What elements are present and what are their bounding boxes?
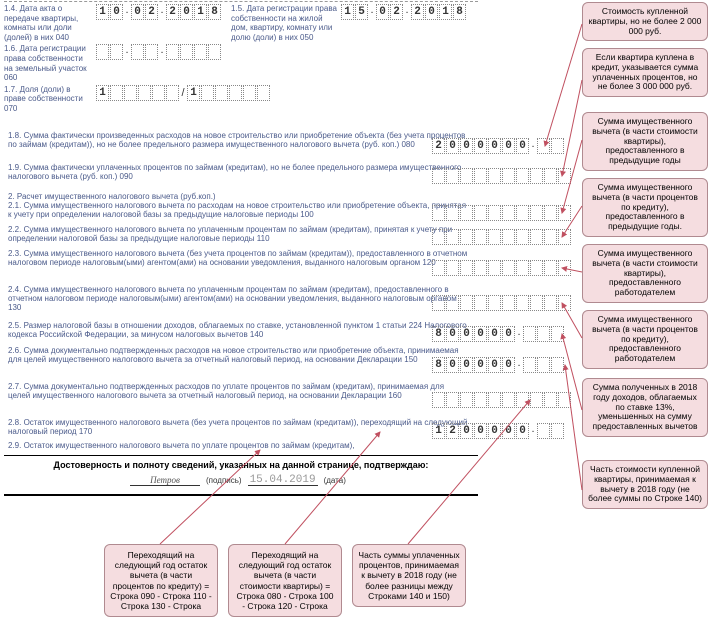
signature-date: 15.04.2019: [248, 474, 318, 486]
label-2-1: 2.1. Сумма имущественного налогового выч…: [8, 201, 468, 219]
signature-label-1: (подпись): [206, 476, 242, 485]
callout-bottom-2: Часть суммы уплаченных процентов, приним…: [352, 544, 466, 607]
cells-1-8: 2000000.: [432, 138, 564, 154]
callout-right-5: Сумма имущественного вычета (в части про…: [582, 310, 708, 369]
label-2-4: 2.4. Сумма имущественного налогового выч…: [8, 285, 468, 313]
label-2-6: 2.6. Сумма документально подтвержденных …: [8, 346, 468, 364]
form-area: 1.4. Дата акта о передаче квартиры, комн…: [0, 0, 482, 620]
signature-label-2: (дата): [324, 476, 346, 485]
label-1-9: 1.9. Сумма фактически уплаченных процент…: [8, 163, 468, 181]
label-1-5: 1.5. Дата регистрации права собственност…: [231, 4, 341, 42]
label-1-8: 1.8. Сумма фактически произведенных расх…: [8, 131, 468, 149]
cells-1-7-left: 1: [96, 85, 179, 101]
signature-name: Петров: [130, 474, 200, 486]
cells-2-6: 800000.: [432, 357, 564, 373]
cells-2-7: [432, 392, 571, 408]
footer-confirm: Достоверность и полноту сведений, указан…: [0, 460, 482, 470]
cells-2-4: [432, 295, 571, 311]
signature-row: Петров (подпись) 15.04.2019 (дата): [130, 474, 346, 486]
cells-2-2: [432, 229, 571, 245]
callout-right-0: Стоимость купленной квартиры, но не боле…: [582, 2, 708, 41]
callout-right-7: Часть стоимости купленной квартиры, прин…: [582, 460, 708, 509]
callout-right-4: Сумма имущественного вычета (в части сто…: [582, 244, 708, 303]
label-2-8: 2.8. Остаток имущественного налогового в…: [8, 418, 468, 436]
label-2-3: 2.3. Сумма имущественного налогового выч…: [8, 249, 468, 267]
callout-bottom-1: Переходящий на следующий год остаток выч…: [228, 544, 342, 617]
fraction-slash: /: [179, 85, 187, 99]
label-2-2: 2.2. Сумма имущественного налогового выч…: [8, 225, 468, 243]
cells-1-5: 15.02.2018: [341, 4, 466, 20]
label-1-7: 1.7. Доля (доли) в праве собственности 0…: [4, 85, 96, 114]
label-2-7: 2.7. Сумма документально подтвержденных …: [8, 382, 468, 400]
callout-right-1: Если квартира куплена в кредит, указывае…: [582, 48, 708, 97]
cells-1-6: ..: [96, 44, 221, 60]
cells-2-5: 800000.: [432, 326, 564, 342]
cells-1-9: [432, 168, 571, 184]
label-1-4: 1.4. Дата акта о передаче квартиры, комн…: [4, 4, 96, 42]
cells-2-8: 1200000.: [432, 423, 564, 439]
callout-right-2: Сумма имущественного вычета (в части сто…: [582, 112, 708, 171]
label-1-6: 1.6. Дата регистрации права собственност…: [4, 44, 96, 82]
callout-bottom-0: Переходящий на следующий год остаток выч…: [104, 544, 218, 617]
cells-2-1: [432, 205, 571, 221]
callout-right-6: Сумма полученных в 2018 году доходов, об…: [582, 378, 708, 437]
cells-1-4: 10.02.2018: [96, 4, 221, 20]
label-2-9: 2.9. Остаток имущественного налогового в…: [8, 441, 468, 450]
section-2-title: 2. Расчет имущественного налогового выче…: [8, 192, 216, 201]
cells-1-7-right: 1: [187, 85, 270, 101]
cells-2-3: [432, 260, 571, 276]
label-2-5: 2.5. Размер налоговой базы в отношении д…: [8, 321, 468, 339]
callout-right-3: Сумма имущественного вычета (в части про…: [582, 178, 708, 237]
